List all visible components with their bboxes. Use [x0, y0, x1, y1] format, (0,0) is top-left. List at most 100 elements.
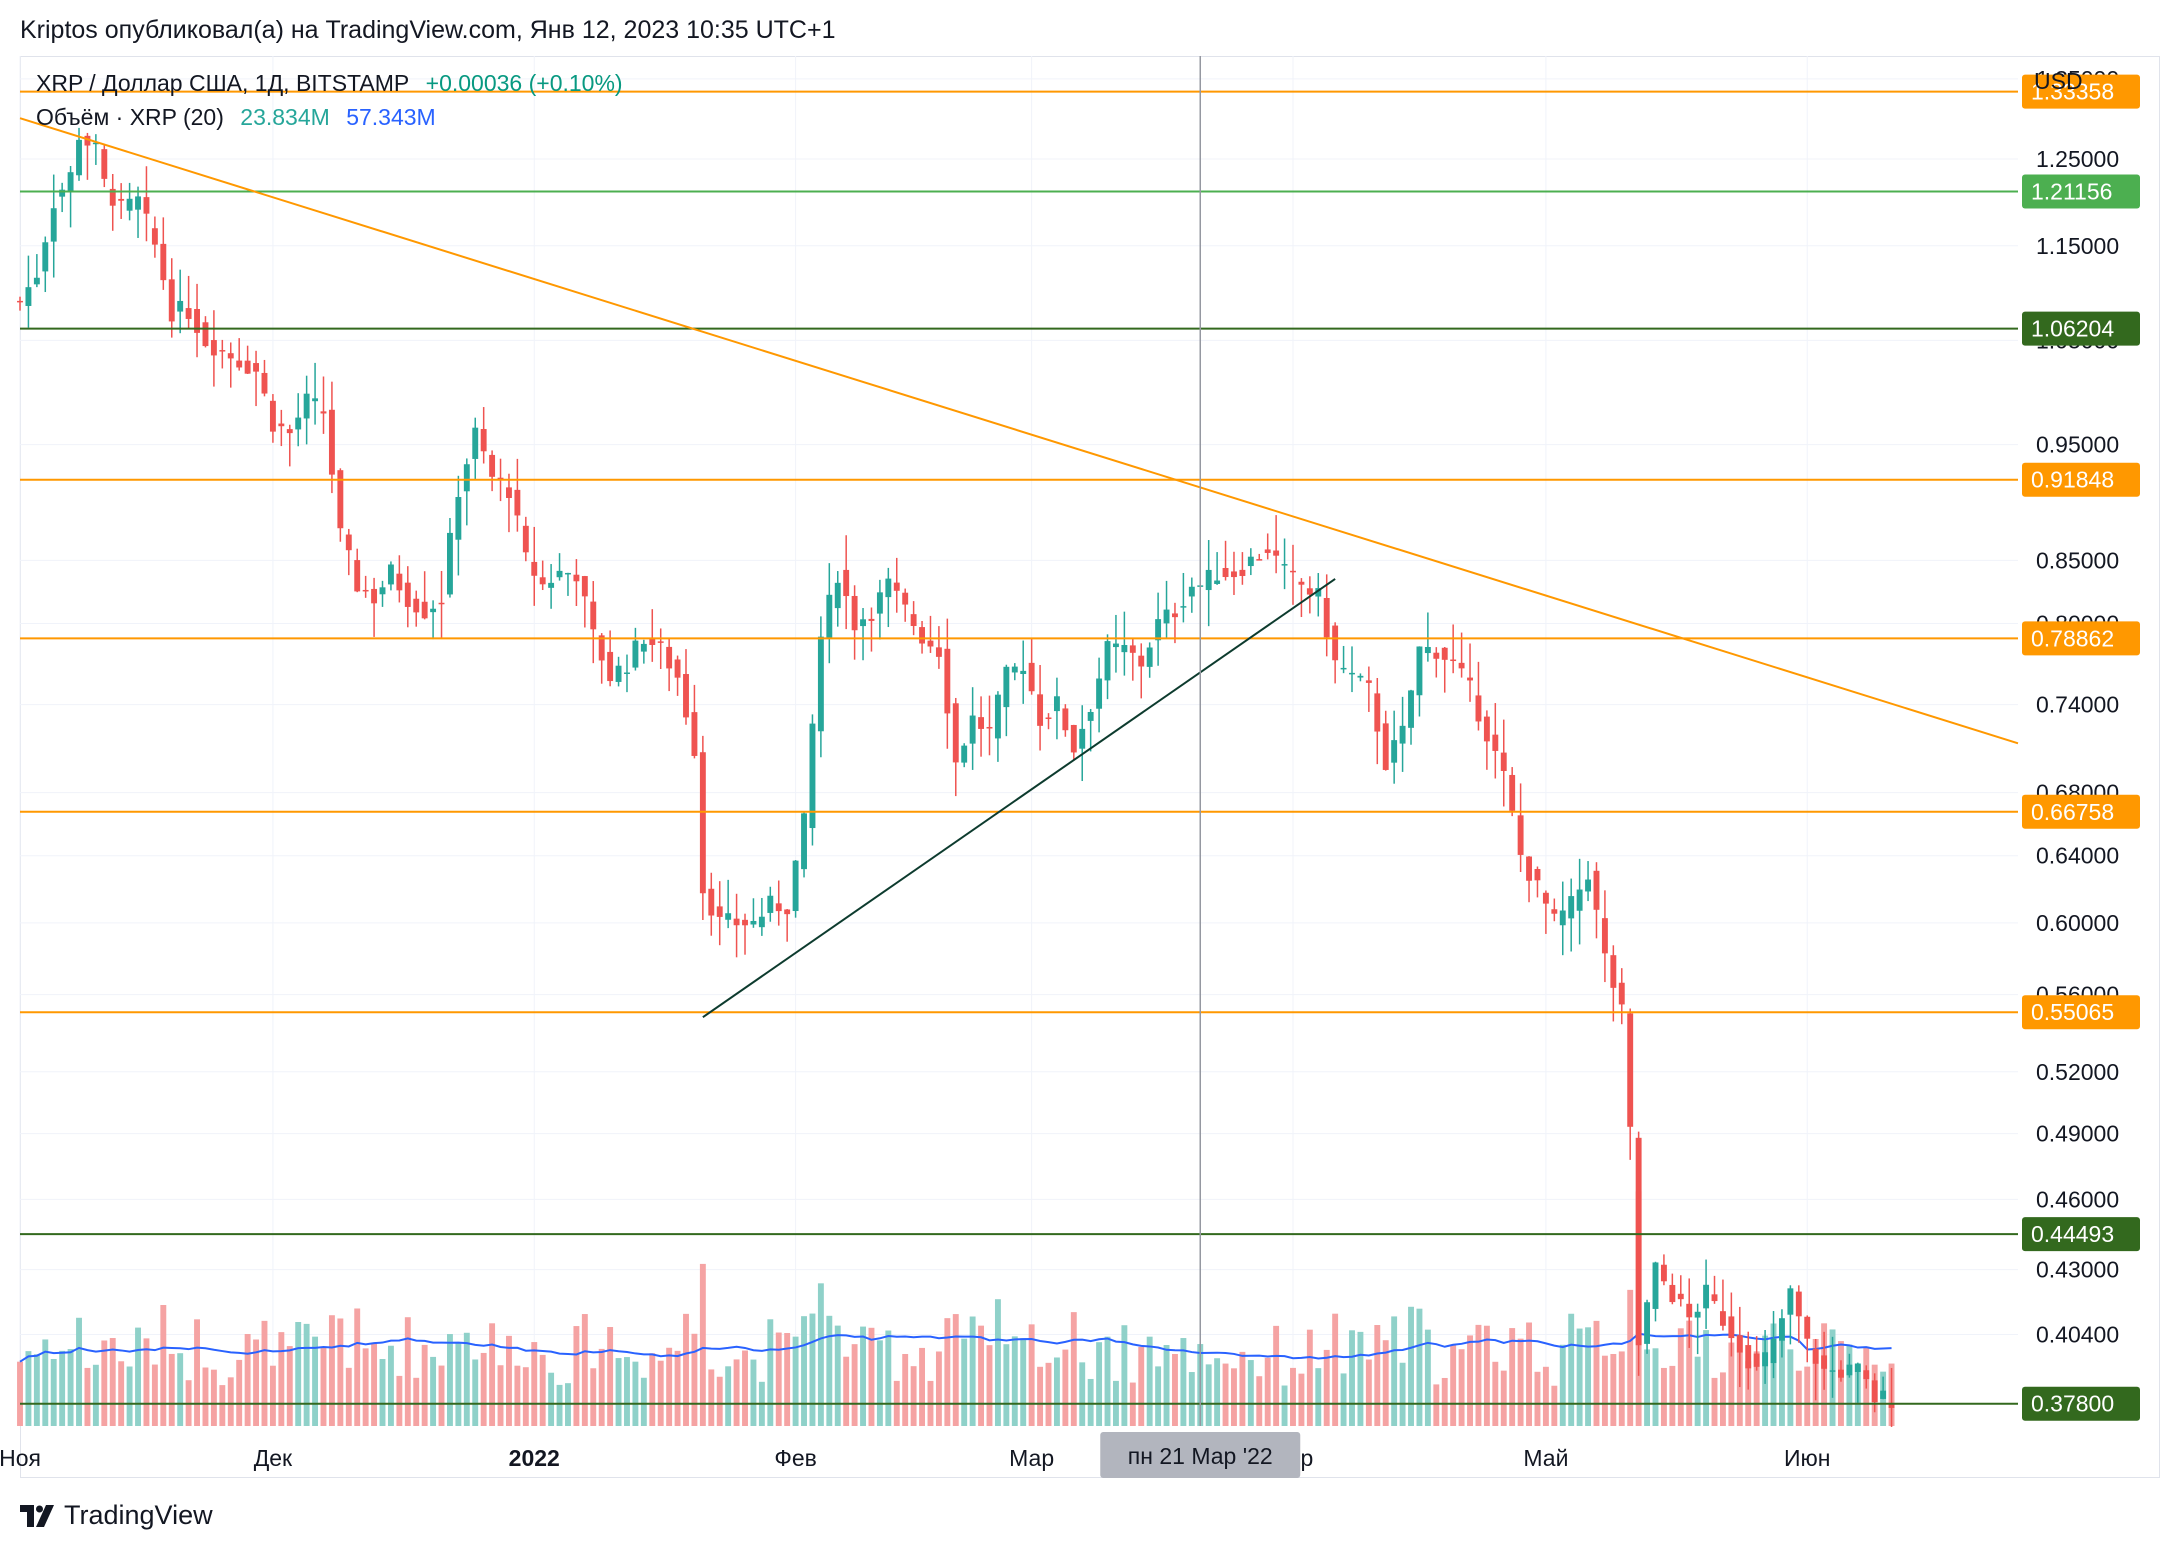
candle-body: [548, 582, 555, 588]
volume-bar: [1601, 1355, 1608, 1426]
symbol-title[interactable]: XRP / Доллар США, 1Д, BITSTAMP: [36, 70, 410, 96]
volume-bar: [674, 1350, 681, 1426]
candle-body: [1374, 693, 1381, 732]
price-axis-label: 0.40400: [2036, 1322, 2119, 1348]
volume-bar: [1374, 1325, 1381, 1426]
volume-bar: [269, 1365, 276, 1426]
price-axis-label: 0.52000: [2036, 1059, 2119, 1085]
candle-body: [590, 601, 597, 630]
candle-body: [826, 594, 833, 639]
volume-bar: [126, 1366, 133, 1426]
time-axis-label: 2022: [509, 1445, 560, 1471]
candle-body: [1450, 659, 1457, 662]
candle-body: [809, 723, 816, 829]
trend-line: [19, 117, 2019, 745]
volume-bar: [396, 1375, 403, 1426]
candle-body: [1079, 728, 1086, 749]
volume-bar: [1686, 1320, 1693, 1426]
volume-bar: [1846, 1344, 1853, 1426]
volume-bar: [733, 1359, 740, 1426]
price-badge-label: 1.33358: [2031, 79, 2114, 105]
volume-bar: [42, 1339, 49, 1426]
candle-body: [1028, 662, 1035, 692]
candle-body: [278, 423, 285, 427]
volume-bar: [1509, 1328, 1516, 1426]
volume-bar: [295, 1322, 302, 1426]
volume-bar: [573, 1326, 580, 1426]
volume-bar: [1239, 1351, 1246, 1426]
volume-bar: [1593, 1320, 1600, 1426]
candle-body: [1424, 646, 1431, 654]
volume-bar: [843, 1356, 850, 1426]
candle-body: [565, 572, 571, 575]
volume-bar: [1542, 1366, 1549, 1426]
candle-body: [1391, 740, 1398, 763]
candle-body: [1778, 1318, 1785, 1341]
volume-bar: [539, 1354, 546, 1426]
candle-body: [1711, 1294, 1718, 1302]
candle-body: [581, 576, 588, 597]
volume-bar: [438, 1365, 445, 1426]
candle-body: [1037, 694, 1044, 726]
candle-body: [657, 641, 664, 643]
candle-body: [286, 429, 293, 434]
price-badge-label: 0.66758: [2031, 799, 2114, 825]
price-axis-label: 0.95000: [2036, 432, 2119, 458]
volume-bar: [683, 1313, 689, 1426]
volume-bar: [1804, 1366, 1811, 1426]
volume-bar: [666, 1347, 673, 1426]
candle-body: [1239, 569, 1246, 576]
volume-bar: [1357, 1331, 1364, 1426]
volume-bar: [1306, 1329, 1313, 1426]
candle-body: [750, 920, 757, 925]
crosshair-date-badge: [1100, 1432, 1301, 1478]
volume-bar: [1585, 1327, 1592, 1426]
candle-body: [1694, 1311, 1701, 1318]
volume-bar: [1172, 1353, 1178, 1426]
candle-body: [767, 895, 774, 913]
candle-body: [1112, 643, 1119, 648]
candle-body: [210, 340, 217, 356]
volume-bar: [1264, 1357, 1271, 1426]
candle-body: [1273, 550, 1280, 556]
candle-body: [792, 860, 799, 912]
volume-bar: [1104, 1336, 1111, 1426]
candle-body: [1256, 559, 1263, 561]
candle-body: [1399, 725, 1406, 744]
candle-body: [1441, 647, 1448, 660]
volume-bar: [202, 1367, 209, 1426]
candle-body: [1247, 556, 1254, 567]
candle-body: [531, 561, 538, 576]
volume-bar: [362, 1348, 369, 1426]
candle-body: [784, 909, 791, 915]
candle-body: [84, 135, 91, 146]
volume-bar: [50, 1358, 57, 1426]
volume-bar: [1483, 1325, 1490, 1426]
candle-body: [1281, 564, 1288, 566]
candle-body: [42, 242, 49, 272]
volume-bar: [1214, 1358, 1221, 1426]
volume-title[interactable]: Объём · XRP (20): [36, 104, 224, 130]
candle-body: [1719, 1311, 1726, 1326]
price-axis-label: 0.74000: [2036, 692, 2119, 718]
crosshair-date-label: пн 21 Мар '22: [1128, 1443, 1273, 1469]
candle-body: [1129, 645, 1136, 653]
volume-bar: [1568, 1313, 1575, 1426]
candle-body: [649, 638, 656, 645]
volume-bar: [118, 1361, 125, 1426]
volume-bar: [1753, 1351, 1760, 1426]
volume-bar: [1610, 1353, 1617, 1426]
candle-body: [1163, 609, 1170, 624]
candle-body: [472, 427, 479, 459]
candle-body: [320, 411, 327, 414]
volume-bar: [480, 1352, 487, 1426]
candle-body: [1172, 613, 1178, 618]
price-badge-label: 1.06204: [2031, 316, 2114, 342]
volume-bar: [1669, 1365, 1676, 1426]
volume-ma-line: [19, 1332, 1892, 1363]
candle-body: [1703, 1284, 1710, 1309]
volume-bar: [1475, 1324, 1482, 1426]
candle-body: [716, 906, 723, 917]
candle-body: [1795, 1291, 1802, 1317]
